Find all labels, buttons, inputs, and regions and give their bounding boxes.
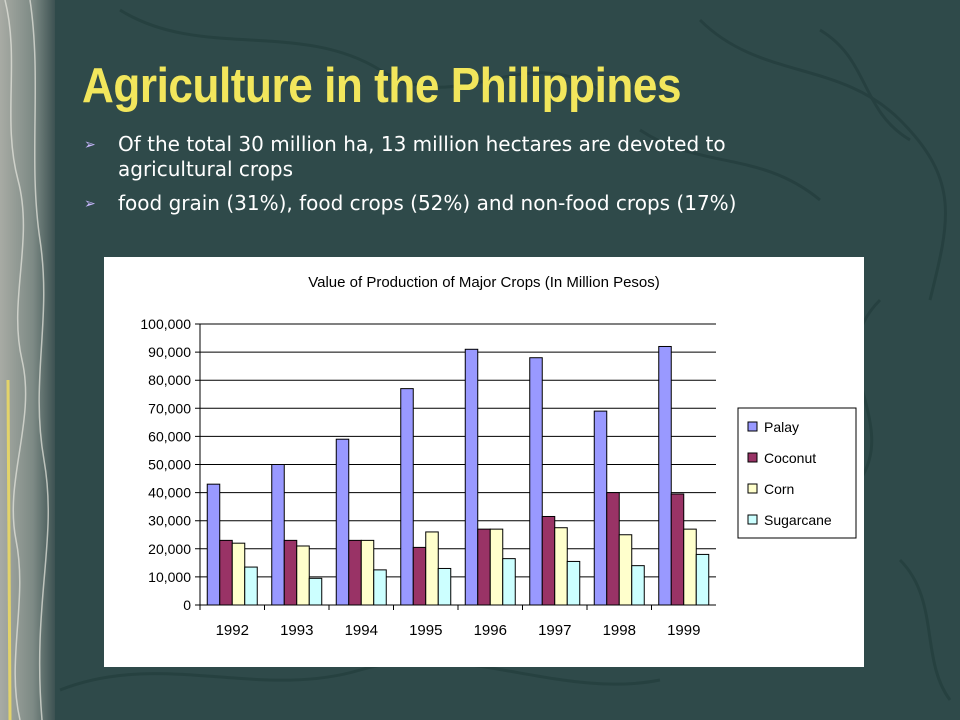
chart-panel: Value of Production of Major Crops (In M…: [104, 257, 864, 667]
legend-label-palay: Palay: [764, 419, 799, 435]
bar-corn-1998: [618, 534, 633, 606]
chart-title: Value of Production of Major Crops (In M…: [308, 274, 660, 291]
legend-label-corn: Corn: [764, 481, 794, 497]
legend-label-coconut: Coconut: [764, 450, 816, 466]
bar-palay-1996: [464, 348, 479, 606]
bar-palay-1992: [206, 483, 221, 606]
legend-label-sugarcane: Sugarcane: [764, 512, 832, 528]
bar-corn-1997: [554, 527, 568, 606]
bar-coconut-1996: [477, 528, 491, 606]
bullet-text: food grain (31%), food crops (52%) and n…: [118, 191, 737, 215]
bar-corn-1992: [231, 542, 246, 606]
y-tick-label: 30,000: [148, 513, 191, 529]
bar-coconut-1999: [670, 493, 685, 606]
bar-sugarcane-1992: [244, 566, 258, 606]
legend-swatch-corn: [747, 483, 758, 494]
bullet-item: ➢ food grain (31%), food crops (52%) and…: [84, 191, 844, 216]
arrowhead-bullet-icon: ➢: [84, 137, 96, 153]
bar-coconut-1992: [219, 539, 233, 606]
y-tick-label: 70,000: [148, 400, 191, 416]
bar-coconut-1994: [348, 539, 362, 606]
y-tick-label: 0: [183, 597, 191, 613]
x-tick-label: 1995: [409, 622, 442, 639]
y-tick-label: 40,000: [148, 485, 191, 501]
bar-palay-1999: [658, 345, 672, 606]
bar-coconut-1997: [541, 515, 556, 606]
y-tick-label: 100,000: [140, 316, 191, 332]
bar-sugarcane-1994: [373, 569, 387, 606]
bar-coconut-1995: [412, 546, 427, 606]
arrowhead-bullet-icon: ➢: [84, 196, 96, 212]
bar-sugarcane-1995: [437, 567, 452, 606]
bar-palay-1995: [400, 388, 414, 606]
x-tick-label: 1992: [216, 622, 249, 639]
bar-sugarcane-1993: [308, 577, 323, 606]
left-decorative-strip: [0, 0, 55, 720]
bar-sugarcane-1996: [502, 558, 516, 606]
bar-palay-1997: [529, 357, 543, 606]
bar-sugarcane-1998: [631, 565, 645, 606]
x-tick-label: 1994: [345, 622, 378, 639]
bar-corn-1993: [296, 545, 310, 606]
legend-swatch-palay: [747, 421, 758, 432]
x-tick-label: 1998: [603, 622, 636, 639]
y-tick-label: 10,000: [148, 569, 191, 585]
legend-swatch-coconut: [747, 452, 758, 463]
bar-corn-1999: [683, 528, 697, 606]
bar-coconut-1998: [606, 492, 620, 606]
bar-corn-1996: [489, 528, 504, 606]
legend-swatch-sugarcane: [747, 514, 758, 525]
y-tick-label: 90,000: [148, 344, 191, 360]
slide-title: Agriculture in the Philippines: [82, 59, 682, 113]
x-tick-label: 1999: [667, 622, 700, 639]
bar-sugarcane-1999: [695, 553, 710, 606]
bar-sugarcane-1997: [566, 560, 581, 606]
bullet-list: ➢ Of the total 30 million ha, 13 million…: [84, 132, 844, 225]
y-tick-label: 50,000: [148, 457, 191, 473]
y-tick-label: 80,000: [148, 372, 191, 388]
bullet-item: ➢ Of the total 30 million ha, 13 million…: [84, 132, 844, 182]
bar-palay-1998: [593, 410, 608, 606]
x-tick-label: 1996: [474, 622, 507, 639]
y-tick-label: 60,000: [148, 428, 191, 444]
x-tick-label: 1997: [538, 622, 571, 639]
bar-coconut-1993: [283, 539, 298, 606]
crop-production-chart: Value of Production of Major Crops (In M…: [140, 274, 857, 639]
bar-corn-1995: [425, 531, 439, 606]
y-tick-label: 20,000: [148, 541, 191, 557]
bullet-text: Of the total 30 million ha, 13 million h…: [118, 132, 726, 181]
chart-legend: [737, 407, 857, 539]
bar-palay-1993: [271, 464, 285, 606]
x-tick-label: 1993: [280, 622, 313, 639]
bar-palay-1994: [335, 438, 350, 606]
bar-corn-1994: [360, 539, 375, 606]
